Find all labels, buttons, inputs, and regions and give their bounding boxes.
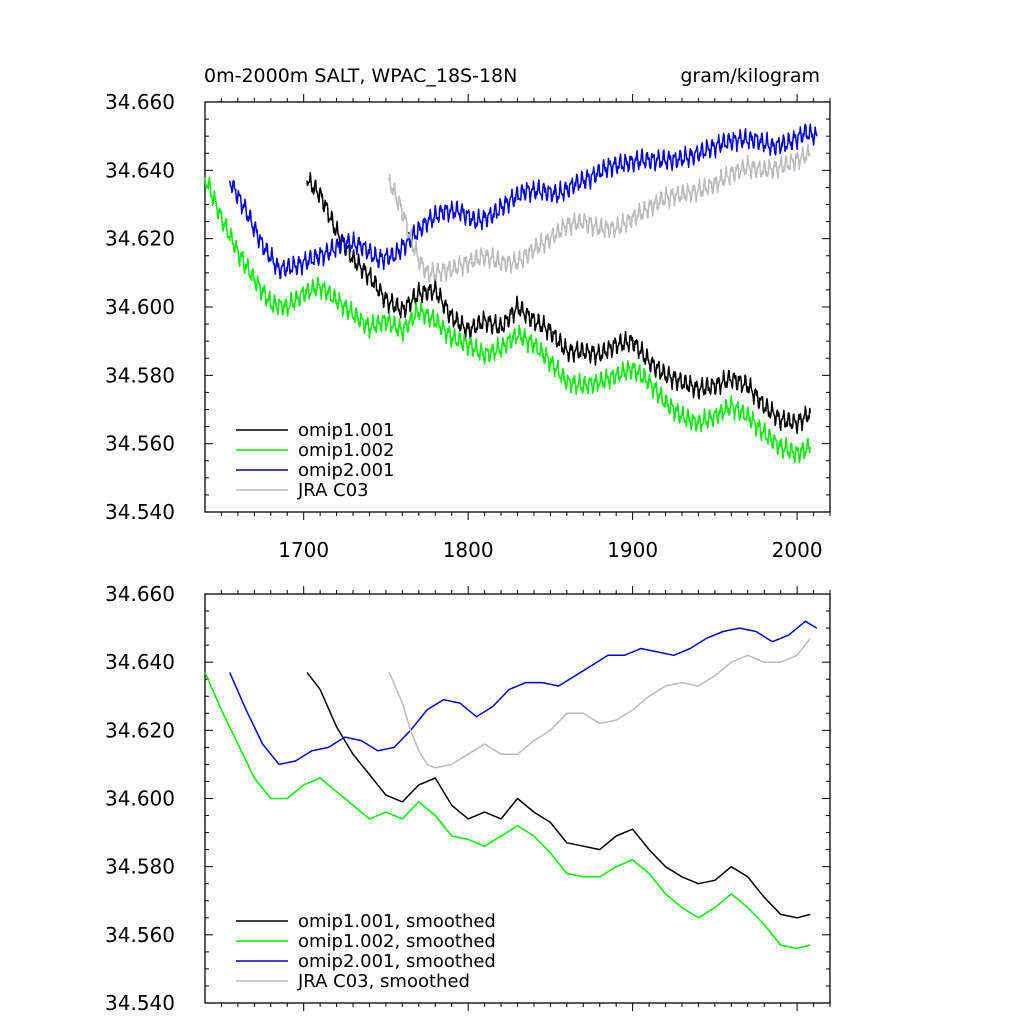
- y-tick-label: 34.640: [105, 158, 175, 182]
- y-tick-label: 34.560: [105, 432, 175, 456]
- legend-label: omip1.001, smoothed: [298, 911, 496, 932]
- legend-label: omip1.002, smoothed: [298, 931, 496, 952]
- top-panel: 34.540 34.560 34.580 34.600 34.620 34.640 34.6…: [105, 90, 831, 562]
- y-tick-label: 34.540: [105, 991, 175, 1015]
- y-tick-label: 34.560: [105, 923, 175, 947]
- y-tick-label: 34.580: [105, 363, 175, 387]
- y-tick-label: 34.620: [105, 227, 175, 251]
- x-tick-label: 1900: [607, 538, 658, 562]
- legend-label: omip2.001: [298, 460, 395, 481]
- series-line: [204, 672, 811, 950]
- y-tick-label: 34.580: [105, 855, 175, 879]
- legend-label: omip1.001: [298, 420, 395, 441]
- legend-label: omip1.002: [298, 440, 395, 461]
- legend-label: omip2.001, smoothed: [298, 951, 496, 972]
- series-line: [388, 143, 811, 283]
- y-tick-label: 34.660: [105, 582, 175, 606]
- panel-title: 0m-2000m SALT, WPAC_18S-18N: [204, 65, 517, 87]
- series-line: [306, 171, 812, 435]
- y-tick-label: 34.640: [105, 650, 175, 674]
- series-line: [229, 620, 818, 766]
- y-tick-label: 34.660: [105, 90, 175, 114]
- series-line: [204, 176, 812, 464]
- y-tick-label: 34.540: [105, 500, 175, 524]
- y-tick-label: 34.620: [105, 718, 175, 742]
- x-tick-label: 2000: [772, 538, 823, 562]
- series-line: [228, 123, 818, 280]
- bottom-panel: 34.540 34.560 34.580 34.600 34.620 34.640 34.6…: [105, 582, 831, 1015]
- x-tick-label: 1700: [278, 538, 329, 562]
- x-tick-label: 1800: [443, 538, 494, 562]
- units-label: gram/kilogram: [680, 65, 820, 87]
- series-line: [388, 637, 811, 769]
- y-tick-label: 34.600: [105, 295, 175, 319]
- legend-label: JRA C03: [297, 480, 369, 501]
- series-line: [306, 671, 811, 919]
- y-tick-label: 34.600: [105, 787, 175, 811]
- legend-label: JRA C03, smoothed: [297, 971, 470, 992]
